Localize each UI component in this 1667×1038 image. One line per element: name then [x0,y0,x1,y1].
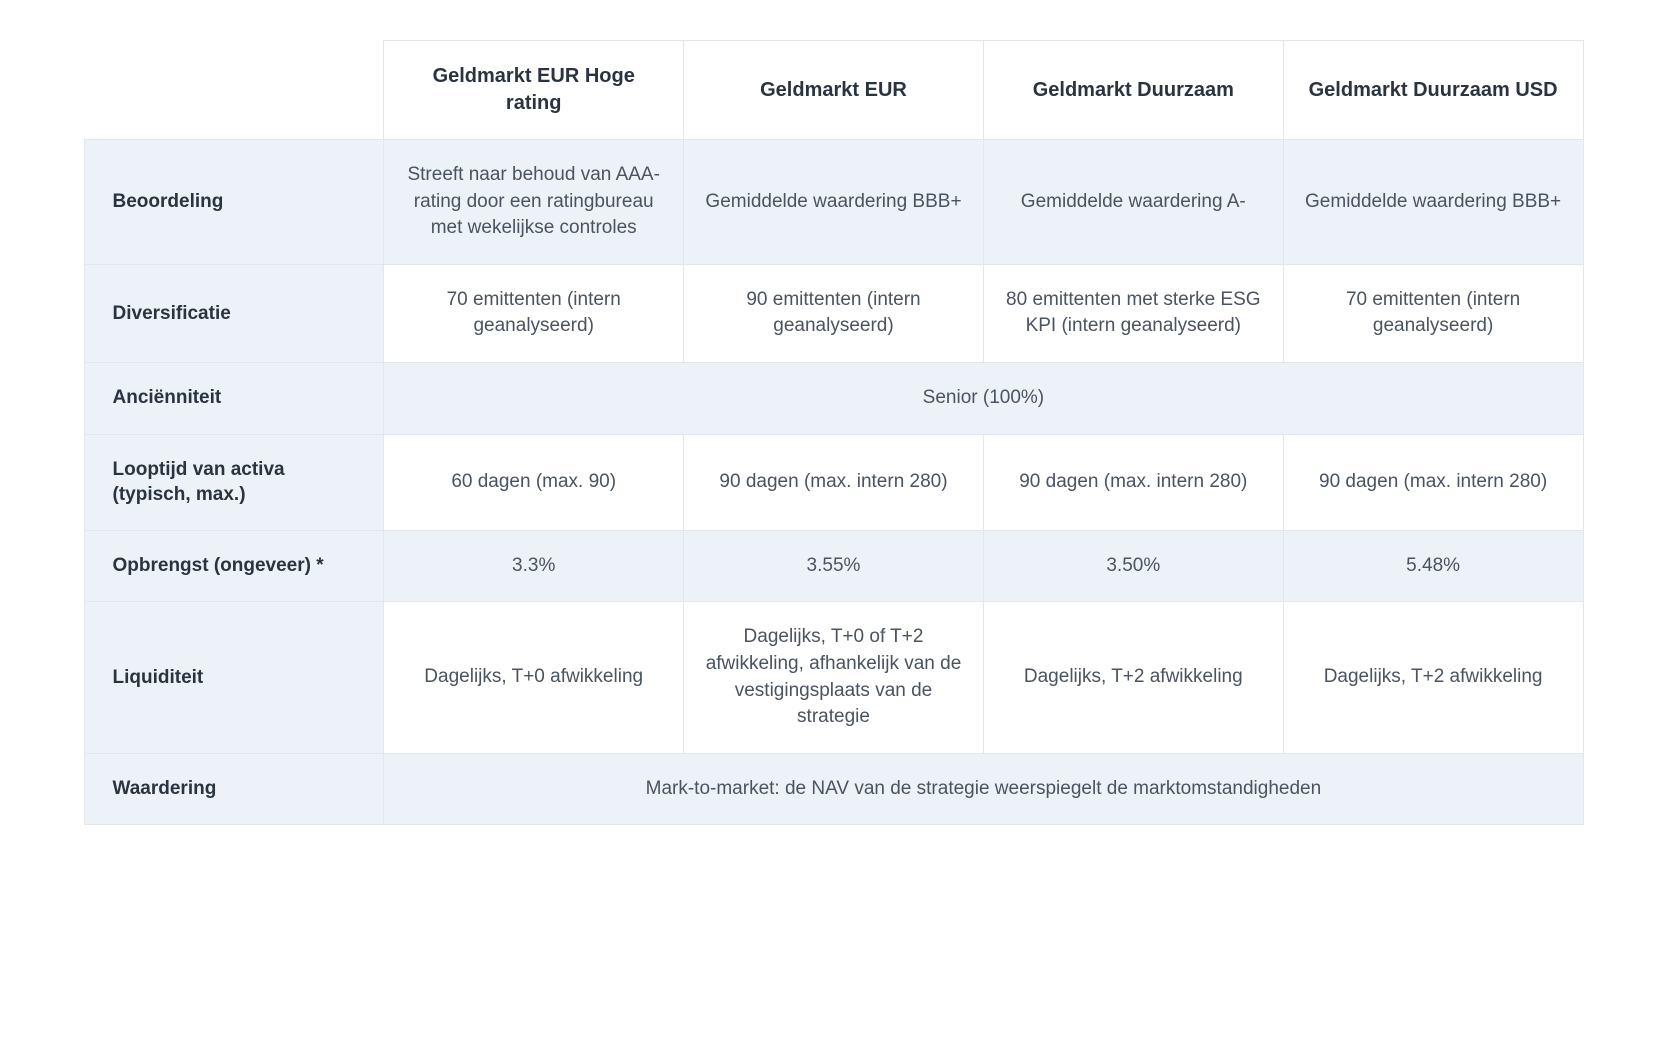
cell-opbrengst-3: 3.50% [983,530,1283,602]
cell-liquiditeit-3: Dagelijks, T+2 afwikkeling [983,602,1283,753]
row-label-diversificatie: Diversificatie [84,264,384,362]
cell-beoordeling-4: Gemiddelde waardering BBB+ [1283,140,1583,265]
cell-beoordeling-2: Gemiddelde waardering BBB+ [684,140,984,265]
comparison-table: Geldmarkt EUR Hoge rating Geldmarkt EUR … [84,40,1584,825]
cell-liquiditeit-4: Dagelijks, T+2 afwikkeling [1283,602,1583,753]
col-header-2: Geldmarkt EUR [684,41,984,140]
cell-opbrengst-2: 3.55% [684,530,984,602]
comparison-table-wrapper: Geldmarkt EUR Hoge rating Geldmarkt EUR … [84,40,1584,825]
row-beoordeling: Beoordeling Streeft naar behoud van AAA-… [84,140,1583,265]
cell-ancienniteit-merged: Senior (100%) [384,362,1583,434]
cell-looptijd-3: 90 dagen (max. intern 280) [983,434,1283,530]
row-ancienniteit: Anciënniteit Senior (100%) [84,362,1583,434]
row-opbrengst: Opbrengst (ongeveer) * 3.3% 3.55% 3.50% … [84,530,1583,602]
cell-opbrengst-4: 5.48% [1283,530,1583,602]
row-label-waardering: Waardering [84,753,384,825]
header-row: Geldmarkt EUR Hoge rating Geldmarkt EUR … [84,41,1583,140]
cell-diversificatie-3: 80 emittenten met sterke ESG KPI (intern… [983,264,1283,362]
corner-cell [84,41,384,140]
cell-liquiditeit-2: Dagelijks, T+0 of T+2 afwikkeling, afhan… [684,602,984,753]
row-waardering: Waardering Mark-to-market: de NAV van de… [84,753,1583,825]
col-header-1: Geldmarkt EUR Hoge rating [384,41,684,140]
row-label-liquiditeit: Liquiditeit [84,602,384,753]
row-diversificatie: Diversificatie 70 emittenten (intern gea… [84,264,1583,362]
cell-looptijd-1: 60 dagen (max. 90) [384,434,684,530]
cell-diversificatie-4: 70 emittenten (intern geanalyseerd) [1283,264,1583,362]
col-header-4: Geldmarkt Duurzaam USD [1283,41,1583,140]
cell-opbrengst-1: 3.3% [384,530,684,602]
cell-liquiditeit-1: Dagelijks, T+0 afwikkeling [384,602,684,753]
cell-waardering-merged: Mark-to-market: de NAV van de strategie … [384,753,1583,825]
cell-diversificatie-2: 90 emittenten (intern geanalyseerd) [684,264,984,362]
row-label-opbrengst: Opbrengst (ongeveer) * [84,530,384,602]
row-label-ancienniteit: Anciënniteit [84,362,384,434]
row-label-beoordeling: Beoordeling [84,140,384,265]
cell-looptijd-4: 90 dagen (max. intern 280) [1283,434,1583,530]
col-header-3: Geldmarkt Duurzaam [983,41,1283,140]
cell-looptijd-2: 90 dagen (max. intern 280) [684,434,984,530]
cell-beoordeling-3: Gemiddelde waardering A- [983,140,1283,265]
cell-diversificatie-1: 70 emittenten (intern geanalyseerd) [384,264,684,362]
row-liquiditeit: Liquiditeit Dagelijks, T+0 afwikkeling D… [84,602,1583,753]
row-looptijd: Looptijd van activa (typisch, max.) 60 d… [84,434,1583,530]
cell-beoordeling-1: Streeft naar behoud van AAA-rating door … [384,140,684,265]
row-label-looptijd: Looptijd van activa (typisch, max.) [84,434,384,530]
